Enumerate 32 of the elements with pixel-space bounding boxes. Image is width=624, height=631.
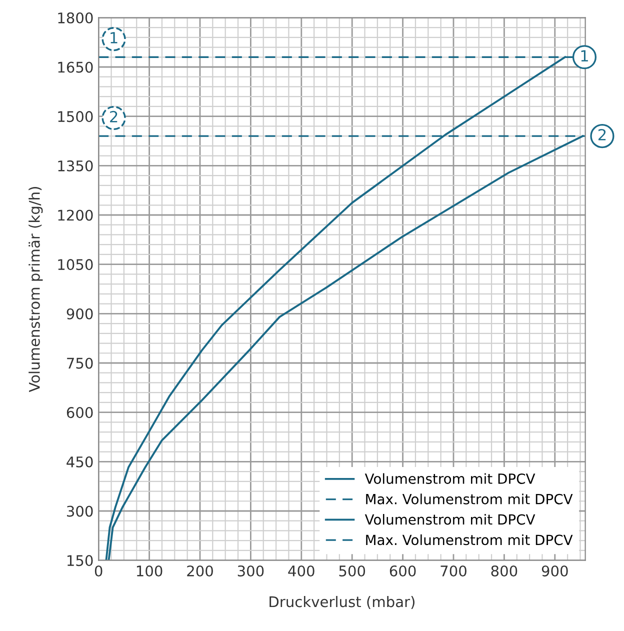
y-tick-label: 1500 (58, 111, 93, 122)
x-tick-label: 100 (136, 565, 162, 576)
y-tick-label: 150 (67, 555, 93, 566)
x-tick-label: 800 (491, 565, 518, 576)
x-tick-label: 300 (238, 565, 264, 576)
y-tick-label: 1800 (58, 12, 93, 24)
annotation: 1 (110, 32, 118, 44)
y-tick-label: 1350 (58, 160, 93, 172)
x-tick-label: 600 (390, 565, 416, 576)
x-tick-label: 900 (542, 565, 568, 576)
y-tick-label: 1050 (58, 259, 93, 270)
x-axis-title: Druckverlust (mbar) (270, 596, 414, 609)
x-tick-label: 500 (339, 565, 366, 576)
y-tick-label: 450 (66, 456, 93, 468)
legend-label: Volumenstrom mit DPCV (364, 473, 536, 484)
legend-label: Max. Volumenstrom mit DPCV (366, 534, 573, 546)
y-tick-label: 900 (66, 308, 93, 320)
y-tick-label: 750 (67, 358, 93, 369)
legend-label: Volumenstrom mit DPCV (364, 514, 536, 525)
y-tick-label: 1200 (58, 210, 93, 221)
annotation: 1 (581, 50, 588, 62)
y-axis-title: Volumenstrom primär (kg/h) (28, 186, 43, 392)
annotation: 2 (598, 128, 606, 140)
annotation: 2 (110, 110, 118, 122)
legend-label: Max. Volumenstrom mit DPCV (366, 494, 573, 504)
x-tick-label: 200 (187, 565, 213, 576)
y-tick-label: 300 (67, 506, 93, 517)
y-tick-label: 1650 (58, 62, 93, 73)
x-tick-label: 400 (288, 565, 314, 576)
x-tick-label: 0 (94, 565, 102, 576)
y-tick-label: 600 (66, 407, 93, 418)
x-tick-label: 700 (440, 565, 466, 576)
